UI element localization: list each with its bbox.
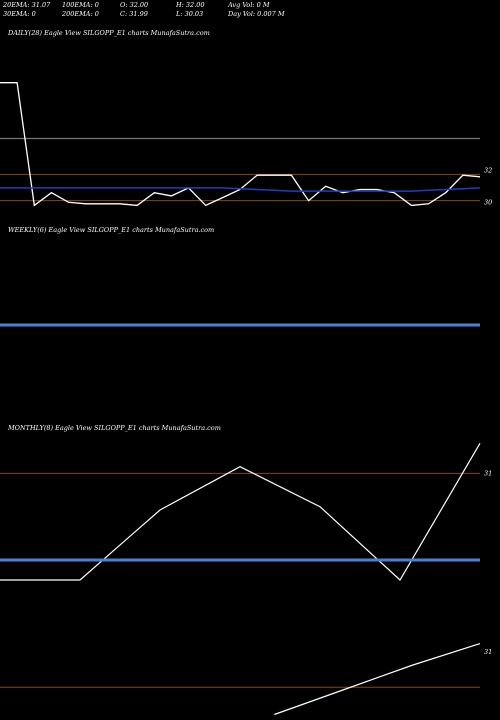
open-readout: O: 32.00 [120, 1, 149, 9]
y-tick-label: 32 [484, 166, 492, 174]
price-line [0, 82, 481, 207]
price-line [0, 442, 481, 581]
avg-vol-readout: Avg Vol: 0 M [228, 1, 270, 9]
monthly-panel-title: MONTHLY(8) Eagle View SILGOPP_E1 charts … [8, 424, 221, 432]
high-readout: H: 32.00 [176, 1, 205, 9]
close-readout: C: 31.99 [120, 10, 148, 18]
low-readout: L: 30.03 [176, 10, 204, 18]
y-tick-label: 31 [484, 469, 492, 477]
y-tick-label: 31 [484, 648, 492, 656]
ema20-readout: 20EMA: 31.07 [3, 1, 51, 9]
ema100-readout: 100EMA: 0 [62, 1, 99, 9]
ema30-readout: 30EMA: 0 [3, 10, 36, 18]
price-line [274, 643, 481, 716]
daily-panel-title: DAILY(28) Eagle View SILGOPP_E1 charts M… [8, 29, 210, 37]
ema-line [0, 187, 481, 192]
y-tick-label: 30 [484, 198, 492, 206]
day-vol-readout: Day Vol: 0.007 M [228, 10, 285, 18]
ema200-readout: 200EMA: 0 [62, 10, 99, 18]
weekly-panel-title: WEEKLY(6) Eagle View SILGOPP_E1 charts M… [8, 226, 215, 234]
